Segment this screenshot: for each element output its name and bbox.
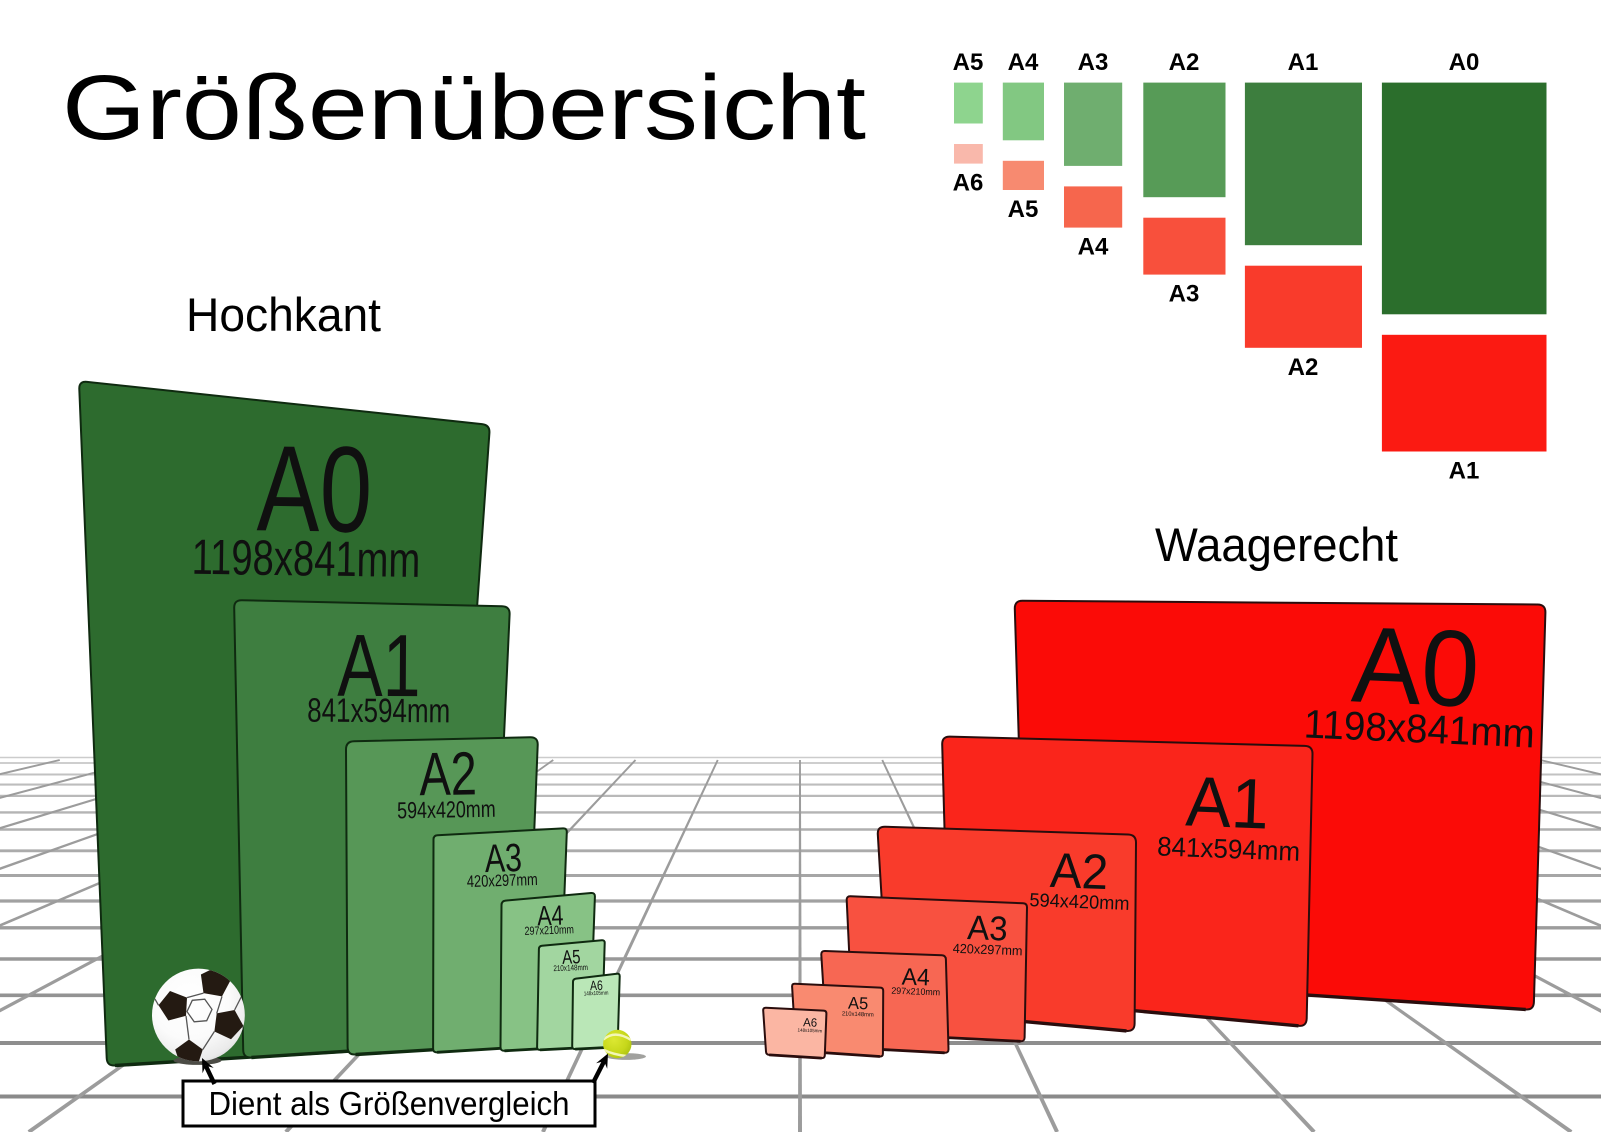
svg-text:1198x841mm: 1198x841mm: [191, 530, 420, 588]
svg-text:297x210mm: 297x210mm: [524, 924, 574, 938]
svg-text:A1: A1: [1288, 49, 1319, 76]
svg-text:594x420mm: 594x420mm: [1029, 889, 1130, 914]
svg-text:A1: A1: [1449, 458, 1480, 485]
svg-text:Hochkant: Hochkant: [186, 288, 381, 341]
svg-text:Waagerecht: Waagerecht: [1155, 518, 1398, 571]
svg-text:148x105mm: 148x105mm: [797, 1027, 822, 1033]
svg-text:A2: A2: [1288, 354, 1319, 381]
svg-text:A3: A3: [1078, 49, 1109, 76]
svg-text:297x210mm: 297x210mm: [891, 985, 940, 997]
svg-text:A6: A6: [953, 170, 984, 197]
svg-text:A5: A5: [953, 49, 984, 76]
svg-text:A3: A3: [1169, 281, 1200, 308]
svg-text:A0: A0: [1449, 49, 1480, 76]
svg-text:420x297mm: 420x297mm: [952, 940, 1022, 958]
svg-text:841x594mm: 841x594mm: [1157, 831, 1301, 867]
svg-text:Dient als Größenvergleich: Dient als Größenvergleich: [209, 1085, 570, 1122]
svg-text:A2: A2: [1169, 49, 1200, 76]
svg-text:A5: A5: [1008, 196, 1039, 223]
svg-text:841x594mm: 841x594mm: [307, 692, 450, 730]
svg-text:A4: A4: [1008, 49, 1039, 76]
svg-text:420x297mm: 420x297mm: [467, 870, 539, 891]
svg-text:Größenübersicht: Größenübersicht: [62, 57, 866, 159]
svg-text:210x148mm: 210x148mm: [553, 962, 588, 973]
svg-text:210x148mm: 210x148mm: [842, 1011, 874, 1018]
svg-text:A4: A4: [1078, 234, 1109, 261]
svg-text:594x420mm: 594x420mm: [397, 797, 496, 824]
svg-text:A5: A5: [848, 993, 869, 1013]
svg-text:148x105mm: 148x105mm: [584, 990, 609, 998]
